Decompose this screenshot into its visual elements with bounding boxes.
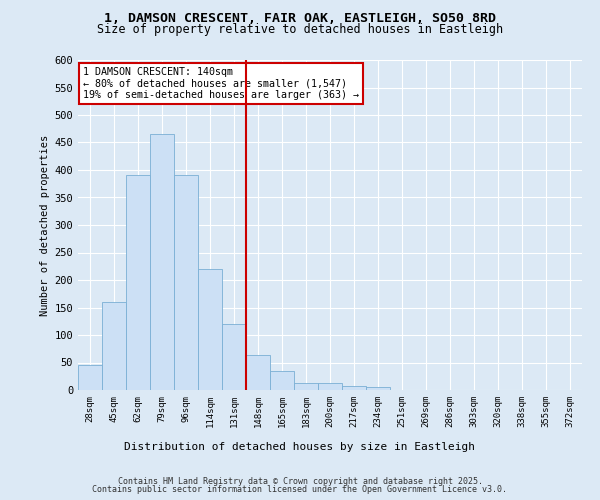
Bar [246,356,270,390]
Bar [294,383,318,390]
Bar [366,387,390,390]
Bar [222,324,246,390]
Y-axis label: Number of detached properties: Number of detached properties [40,134,50,316]
Text: 1, DAMSON CRESCENT, FAIR OAK, EASTLEIGH, SO50 8RD: 1, DAMSON CRESCENT, FAIR OAK, EASTLEIGH,… [104,12,496,26]
Bar [270,371,294,390]
Text: Size of property relative to detached houses in Eastleigh: Size of property relative to detached ho… [97,22,503,36]
Text: Contains public sector information licensed under the Open Government Licence v3: Contains public sector information licen… [92,485,508,494]
Text: Distribution of detached houses by size in Eastleigh: Distribution of detached houses by size … [125,442,476,452]
Bar [150,134,174,390]
Text: 1 DAMSON CRESCENT: 140sqm
← 80% of detached houses are smaller (1,547)
19% of se: 1 DAMSON CRESCENT: 140sqm ← 80% of detac… [83,66,359,100]
Bar [126,176,150,390]
Bar [78,365,102,390]
Bar [318,383,342,390]
Bar [342,386,366,390]
Bar [102,302,126,390]
Bar [174,176,198,390]
Bar [198,269,222,390]
Text: Contains HM Land Registry data © Crown copyright and database right 2025.: Contains HM Land Registry data © Crown c… [118,478,482,486]
